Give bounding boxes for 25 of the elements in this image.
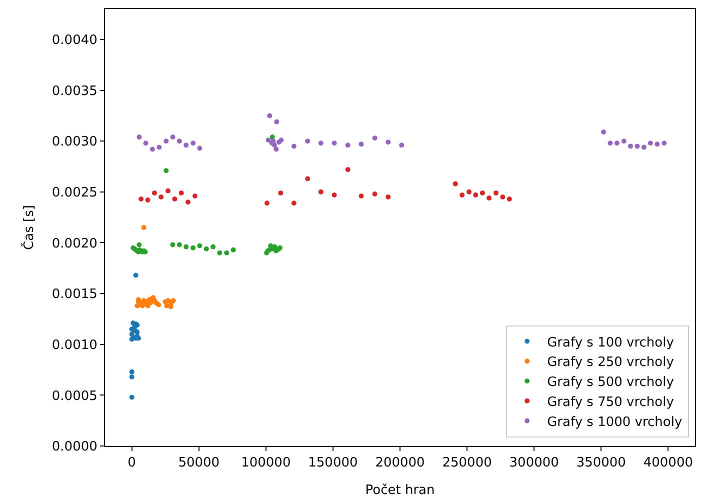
x-tick-label: 400000 xyxy=(643,456,693,471)
legend-label: Grafy s 500 vrcholy xyxy=(547,375,674,390)
legend-label: Grafy s 1000 vrcholy xyxy=(547,414,682,430)
y-tick-label: 0.0000 xyxy=(52,440,98,455)
x-tick-label: 150000 xyxy=(308,456,358,471)
x-tick-label: 50000 xyxy=(178,456,220,471)
y-tick-label: 0.0040 xyxy=(52,33,98,48)
legend-label: Grafy s 100 vrcholy xyxy=(547,335,674,350)
x-tick-label: 200000 xyxy=(375,456,425,471)
x-tick-label: 350000 xyxy=(576,456,626,471)
y-tick-label: 0.0030 xyxy=(52,134,98,150)
y-tick-label: 0.0005 xyxy=(52,388,98,404)
x-axis-title: Počet hran xyxy=(365,483,435,498)
legend-label: Grafy s 750 vrcholy xyxy=(547,394,674,410)
y-tick-label: 0.0015 xyxy=(52,287,98,302)
y-axis-title: Čas [s] xyxy=(20,205,37,250)
y-tick-label: 0.0010 xyxy=(52,338,98,353)
y-tick-label: 0.0025 xyxy=(52,185,98,200)
y-tick-label: 0.0035 xyxy=(52,84,98,99)
y-tick-label: 0.0020 xyxy=(52,236,98,252)
x-tick-label: 0 xyxy=(128,456,136,471)
x-tick-label: 100000 xyxy=(241,456,291,471)
x-tick-label: 250000 xyxy=(442,456,492,471)
x-tick-label: 300000 xyxy=(509,456,559,471)
legend-label: Grafy s 250 vrcholy xyxy=(547,355,674,370)
